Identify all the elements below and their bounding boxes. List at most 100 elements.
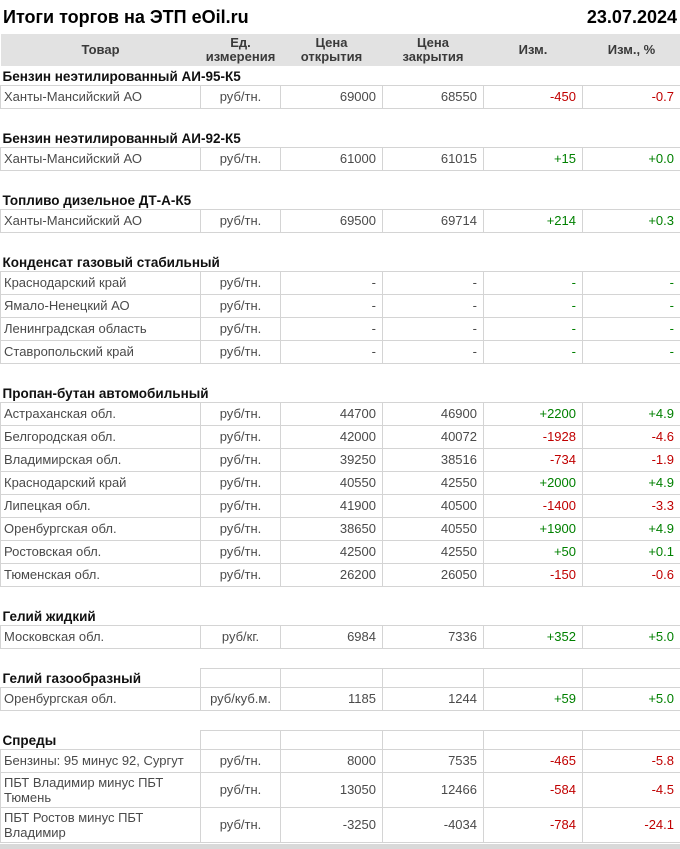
cell-open-price: - bbox=[280, 293, 383, 318]
section-title: Пропан-бутан автомобильный bbox=[2, 385, 209, 401]
col-header-close-price: Цена закрытия bbox=[382, 34, 484, 66]
table-row: Ямало-Ненецкий АО руб/тн. - - - - bbox=[0, 293, 680, 318]
section-empty-cell bbox=[483, 667, 583, 688]
section-header-row: Гелий газообразный bbox=[1, 667, 680, 688]
cell-unit: руб/тн. bbox=[200, 748, 281, 773]
cell-product: Ханты-Мансийский АО bbox=[0, 146, 201, 171]
cell-change-pct: -4.5 bbox=[582, 771, 680, 808]
cell-unit: руб/тн. bbox=[200, 539, 281, 564]
cell-product: Оренбургская обл. bbox=[0, 516, 201, 541]
section-empty-cell bbox=[280, 729, 383, 750]
table-row: Оренбургская обл. руб/куб.м. 1185 1244 +59 +5… bbox=[0, 686, 680, 711]
section-empty-cell bbox=[280, 667, 383, 688]
gap-cell bbox=[1, 232, 680, 252]
gap-cell bbox=[1, 170, 680, 190]
cell-unit: руб/тн. bbox=[200, 146, 281, 171]
table-row: Московская обл. руб/кг. 6984 7336 +352 +5.0 bbox=[0, 624, 680, 649]
cell-open-price: - bbox=[280, 316, 383, 341]
cell-close-price: 42550 bbox=[382, 470, 484, 495]
cell-open-price: 39250 bbox=[280, 447, 383, 472]
page-title: Итоги торгов на ЭТП eOil.ru bbox=[3, 7, 249, 27]
cell-change: -1400 bbox=[483, 493, 583, 518]
table-row: Астраханская обл. руб/тн. 44700 46900 +2200 +… bbox=[0, 401, 680, 426]
cell-open-price: 38650 bbox=[280, 516, 383, 541]
cell-open-price: 69000 bbox=[280, 84, 383, 109]
cell-change: - bbox=[483, 339, 583, 364]
cell-close-price: 12466 bbox=[382, 771, 484, 808]
cell-change-pct: -3.3 bbox=[582, 493, 680, 518]
cell-change-pct: -0.7 bbox=[582, 84, 680, 109]
results-table: Товар Ед. измерения Цена открытия Цена закр… bbox=[0, 34, 680, 843]
cell-change: - bbox=[483, 270, 583, 295]
cell-close-price: - bbox=[382, 293, 484, 318]
gap-cell bbox=[1, 710, 680, 730]
cell-open-price: -3250 bbox=[280, 806, 383, 843]
cell-close-price: 7336 bbox=[382, 624, 484, 649]
cell-product: Краснодарский край bbox=[0, 470, 201, 495]
cell-product: Тюменская обл. bbox=[0, 562, 201, 587]
col-header-product: Товар bbox=[0, 34, 201, 66]
footer-bar bbox=[0, 844, 680, 849]
cell-close-price: - bbox=[382, 270, 484, 295]
cell-open-price: 6984 bbox=[280, 624, 383, 649]
cell-change: -450 bbox=[483, 84, 583, 109]
cell-unit: руб/тн. bbox=[200, 516, 281, 541]
cell-product: Ленинградская область bbox=[0, 316, 201, 341]
cell-close-price: 68550 bbox=[382, 84, 484, 109]
section-empty-cell bbox=[582, 667, 680, 688]
column-header-row: Товар Ед. измерения Цена открытия Цена закр… bbox=[0, 34, 680, 66]
cell-product: Бензины: 95 минус 92, Сургут bbox=[0, 748, 201, 773]
table-row: Бензины: 95 минус 92, Сургут руб/тн. 8000 7… bbox=[0, 748, 680, 773]
section-gap-row bbox=[1, 586, 680, 606]
cell-open-price: 26200 bbox=[280, 562, 383, 587]
cell-unit: руб/тн. bbox=[200, 208, 281, 233]
section-empty-cell bbox=[200, 729, 281, 750]
cell-product: Ростовская обл. bbox=[0, 539, 201, 564]
table-row: Ханты-Мансийский АО руб/тн. 61000 61015 +15 +… bbox=[0, 146, 680, 171]
cell-open-price: 8000 bbox=[280, 748, 383, 773]
cell-close-price: 69714 bbox=[382, 208, 484, 233]
section-gap-row bbox=[1, 648, 680, 668]
cell-close-price: 61015 bbox=[382, 146, 484, 171]
section-header-row: Бензин неэтилированный АИ-95-К5 bbox=[1, 66, 680, 85]
title-bar: Итоги торгов на ЭТП eOil.ru 23.07.2024 bbox=[0, 0, 680, 34]
cell-open-price: 42000 bbox=[280, 424, 383, 449]
cell-product: Ставропольский край bbox=[0, 339, 201, 364]
cell-unit: руб/тн. bbox=[200, 316, 281, 341]
cell-close-price: - bbox=[382, 339, 484, 364]
cell-change: -465 bbox=[483, 748, 583, 773]
cell-change-pct: -5.8 bbox=[582, 748, 680, 773]
cell-change: -784 bbox=[483, 806, 583, 843]
cell-change: -734 bbox=[483, 447, 583, 472]
cell-open-price: 1185 bbox=[280, 686, 383, 711]
cell-unit: руб/тн. bbox=[200, 339, 281, 364]
table-row: Ханты-Мансийский АО руб/тн. 69500 69714 +214… bbox=[0, 208, 680, 233]
cell-unit: руб/тн. bbox=[200, 270, 281, 295]
cell-open-price: 42500 bbox=[280, 539, 383, 564]
col-header-unit: Ед. измерения bbox=[200, 34, 281, 66]
cell-change: +59 bbox=[483, 686, 583, 711]
cell-unit: руб/тн. bbox=[200, 293, 281, 318]
cell-product: Оренбургская обл. bbox=[0, 686, 201, 711]
cell-change: - bbox=[483, 316, 583, 341]
cell-product: Астраханская обл. bbox=[0, 401, 201, 426]
cell-product: Белгородская обл. bbox=[0, 424, 201, 449]
cell-change: +50 bbox=[483, 539, 583, 564]
cell-close-price: 46900 bbox=[382, 401, 484, 426]
cell-unit: руб/кг. bbox=[200, 624, 281, 649]
cell-unit: руб/тн. bbox=[200, 470, 281, 495]
cell-unit: руб/тн. bbox=[200, 401, 281, 426]
section-header-row: Пропан-бутан автомобильный bbox=[1, 383, 680, 402]
cell-open-price: - bbox=[280, 270, 383, 295]
section-gap-row bbox=[1, 170, 680, 190]
section-header-row: Топливо дизельное ДТ-А-К5 bbox=[1, 190, 680, 209]
cell-open-price: 69500 bbox=[280, 208, 383, 233]
col-header-change-pct: Изм., % bbox=[582, 34, 680, 66]
section-gap-row bbox=[1, 232, 680, 252]
section-title: Спреды bbox=[2, 732, 57, 748]
cell-open-price: 44700 bbox=[280, 401, 383, 426]
cell-change: -1928 bbox=[483, 424, 583, 449]
cell-change-pct: -24.1 bbox=[582, 806, 680, 843]
col-header-open-price: Цена открытия bbox=[280, 34, 383, 66]
cell-change-pct: +0.0 bbox=[582, 146, 680, 171]
